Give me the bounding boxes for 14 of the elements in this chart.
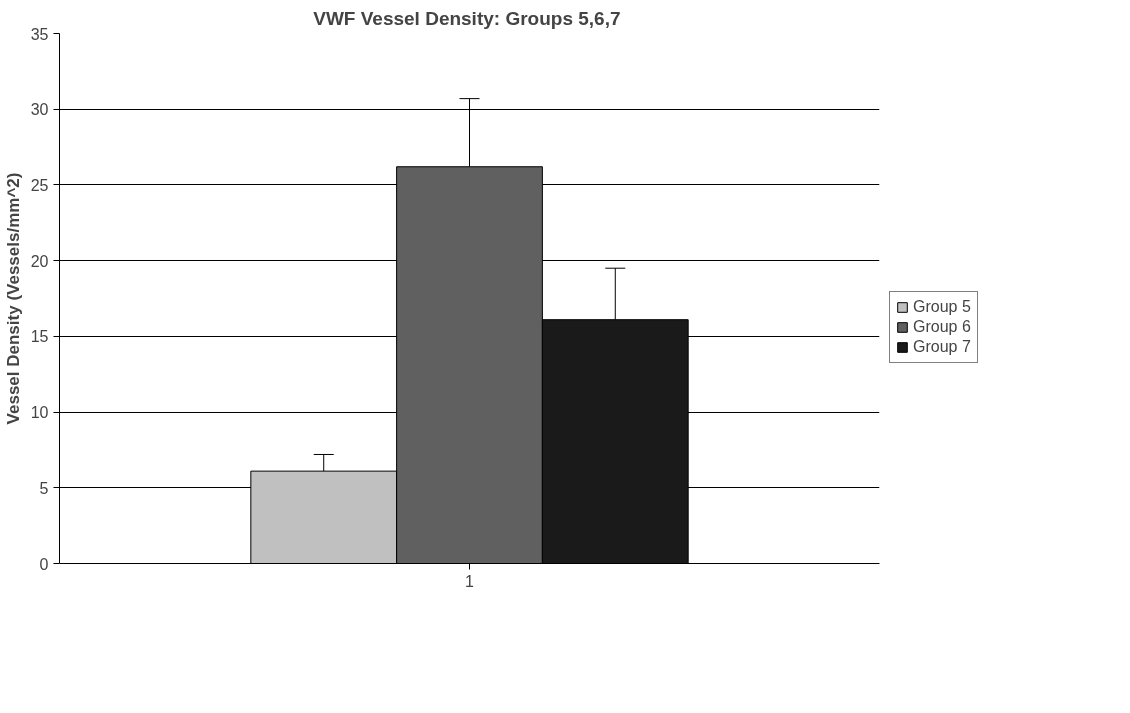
legend-label: Group 6 <box>913 318 971 336</box>
y-tick-label: 25 <box>30 176 49 194</box>
y-tick-label: 10 <box>30 404 49 422</box>
y-tick-label: 15 <box>30 328 49 346</box>
y-tick-label: 35 <box>30 25 49 43</box>
x-tick-label: 1 <box>465 572 475 590</box>
y-tick-label: 30 <box>30 101 49 119</box>
y-axis-title: Vessel Density (Vessels/mm^2) <box>3 172 23 425</box>
legend-label: Group 5 <box>913 298 971 316</box>
legend-label: Group 7 <box>913 338 971 356</box>
y-tick-label: 5 <box>39 479 49 497</box>
chart-title: VWF Vessel Density: Groups 5,6,7 <box>313 7 621 29</box>
y-tick-label: 0 <box>39 555 49 573</box>
y-tick-label: 20 <box>30 252 49 270</box>
